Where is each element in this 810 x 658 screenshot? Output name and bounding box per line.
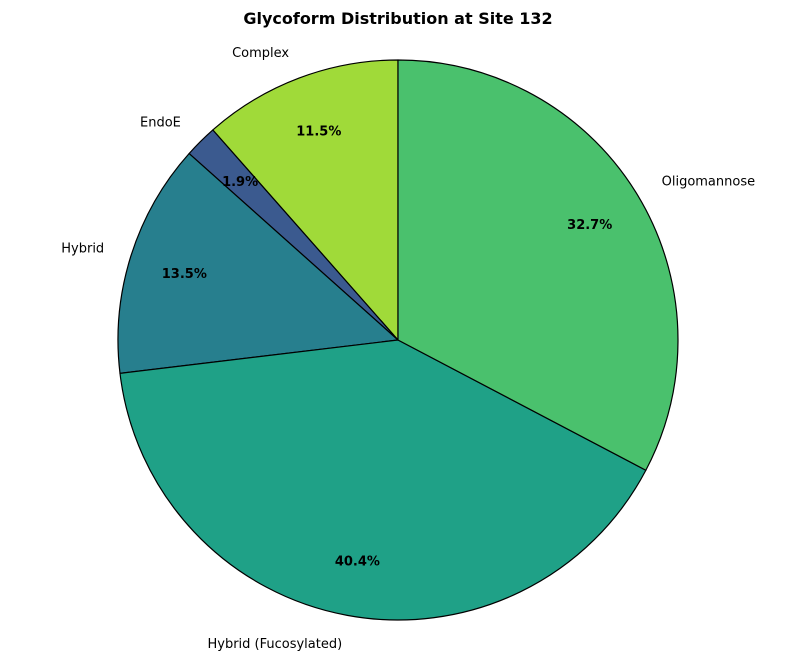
pie-slice-complex bbox=[212, 59, 399, 341]
slice-label-endoe: EndoE bbox=[140, 116, 181, 131]
pie-slices bbox=[117, 59, 679, 621]
chart-title: Glycoform Distribution at Site 132 bbox=[243, 9, 552, 28]
pct-label-hybrid-fucosylated: 40.4% bbox=[335, 554, 380, 569]
pie-labels: Complex 11.5% EndoE 1.9% Hybrid 13.5% Hybrid (… bbox=[61, 46, 755, 652]
pct-label-hybrid: 13.5% bbox=[162, 267, 207, 282]
slice-label-oligomannose: Oligomannose bbox=[662, 175, 756, 190]
pct-label-oligomannose: 32.7% bbox=[567, 218, 612, 233]
pie-slice-hybrid-fucosylated bbox=[119, 339, 647, 621]
slice-label-hybrid: Hybrid bbox=[61, 242, 104, 257]
pie-slice-hybrid bbox=[117, 152, 399, 374]
pie-slice-oligomannose bbox=[397, 59, 679, 471]
pct-label-endoe: 1.9% bbox=[222, 175, 258, 190]
slice-label-hybrid-fucosylated: Hybrid (Fucosylated) bbox=[207, 637, 342, 652]
pct-label-complex: 11.5% bbox=[296, 124, 341, 139]
slice-label-complex: Complex bbox=[232, 46, 289, 61]
